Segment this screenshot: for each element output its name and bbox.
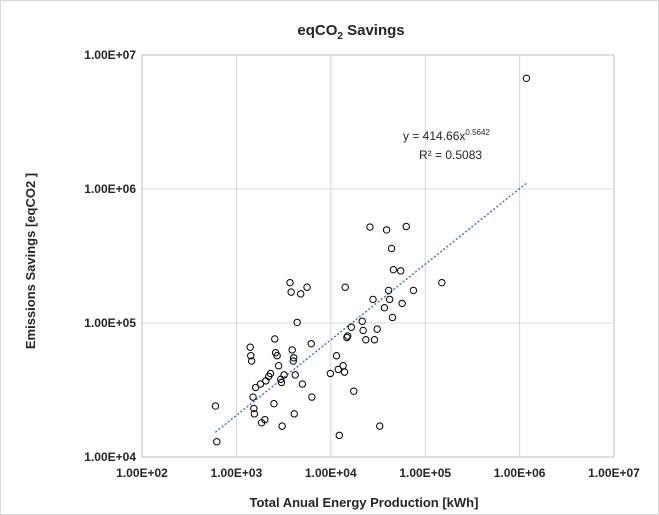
data-point — [369, 295, 377, 304]
gridlines — [142, 55, 614, 457]
y-tick-label: 1.00E+06 — [84, 182, 136, 196]
data-point — [291, 371, 299, 379]
data-point — [273, 352, 281, 360]
r-squared-label: R² = 0.5083 — [419, 148, 482, 162]
data-point — [388, 313, 397, 322]
data-point — [287, 288, 295, 296]
data-point — [246, 343, 254, 351]
data-point — [261, 415, 269, 424]
y-tick-label: 1.00E+05 — [84, 316, 136, 330]
data-point — [289, 357, 297, 365]
data-point — [288, 346, 296, 354]
data-point — [213, 438, 221, 446]
data-point — [266, 369, 275, 378]
data-point — [409, 286, 418, 295]
data-point — [389, 265, 398, 274]
data-point — [290, 354, 298, 362]
x-tick-label: 1.00E+03 — [211, 466, 263, 480]
plot-area-border — [141, 54, 615, 458]
data-point — [366, 223, 374, 231]
data-point — [343, 332, 352, 340]
data-point — [251, 383, 260, 392]
x-tick-label: 1.00E+07 — [588, 466, 640, 480]
data-point — [274, 362, 283, 370]
x-tick-label: 1.00E+04 — [305, 466, 357, 480]
data-point — [332, 352, 341, 360]
x-tick-label: 1.00E+02 — [116, 466, 168, 480]
data-point — [402, 222, 410, 231]
data-point — [297, 290, 305, 298]
x-tick-labels: 1.00E+02 1.00E+03 1.00E+04 1.00E+05 1.00E+06… — [116, 466, 640, 480]
data-point — [247, 352, 255, 360]
data-point — [398, 299, 406, 308]
data-point — [303, 283, 311, 291]
data-point — [373, 325, 381, 333]
data-point — [278, 422, 286, 430]
data-point — [211, 402, 220, 410]
data-point — [387, 244, 396, 253]
y-axis-title: Emissions Savings [eqCO2 ] — [23, 173, 38, 349]
data-point — [247, 357, 256, 365]
data-points — [211, 74, 531, 446]
data-point — [290, 410, 298, 418]
data-point — [438, 278, 446, 287]
y-tick-labels: 1.00E+04 1.00E+05 1.00E+06 1.00E+07 — [84, 48, 136, 464]
data-point — [270, 399, 278, 408]
data-point — [380, 304, 389, 312]
data-point — [370, 336, 379, 344]
data-point — [359, 326, 367, 335]
data-point — [385, 295, 394, 304]
data-point — [249, 393, 257, 401]
x-tick-label: 1.00E+06 — [494, 466, 546, 480]
data-point — [382, 226, 391, 234]
data-point — [250, 410, 259, 418]
data-point — [341, 283, 349, 291]
chart-title: eqCO2 Savings — [297, 22, 404, 42]
data-point — [343, 333, 351, 342]
data-point — [293, 318, 301, 327]
data-point — [256, 380, 265, 388]
data-point — [298, 380, 307, 388]
x-tick-label: 1.00E+05 — [399, 466, 451, 480]
y-tick-label: 1.00E+07 — [84, 48, 136, 62]
data-point — [362, 336, 370, 344]
x-axis-title: Total Anual Energy Production [kWh] — [250, 495, 479, 510]
y-tick-label: 1.00E+04 — [84, 450, 136, 464]
trendline-equation: y = 414.66x0.5642 — [403, 128, 490, 143]
data-point — [280, 371, 288, 379]
data-point — [326, 369, 335, 378]
data-point — [347, 323, 356, 331]
data-point — [277, 378, 286, 387]
data-point — [250, 404, 258, 413]
data-point — [376, 422, 384, 430]
data-point — [335, 431, 343, 440]
data-point — [334, 365, 342, 374]
data-point — [522, 74, 531, 83]
data-point — [286, 278, 294, 287]
data-point — [308, 393, 316, 401]
data-point — [350, 387, 358, 395]
data-point — [396, 267, 405, 275]
data-point — [340, 368, 349, 376]
data-point — [384, 286, 393, 295]
data-point — [271, 335, 279, 343]
data-point — [307, 340, 315, 348]
data-point — [358, 317, 366, 325]
